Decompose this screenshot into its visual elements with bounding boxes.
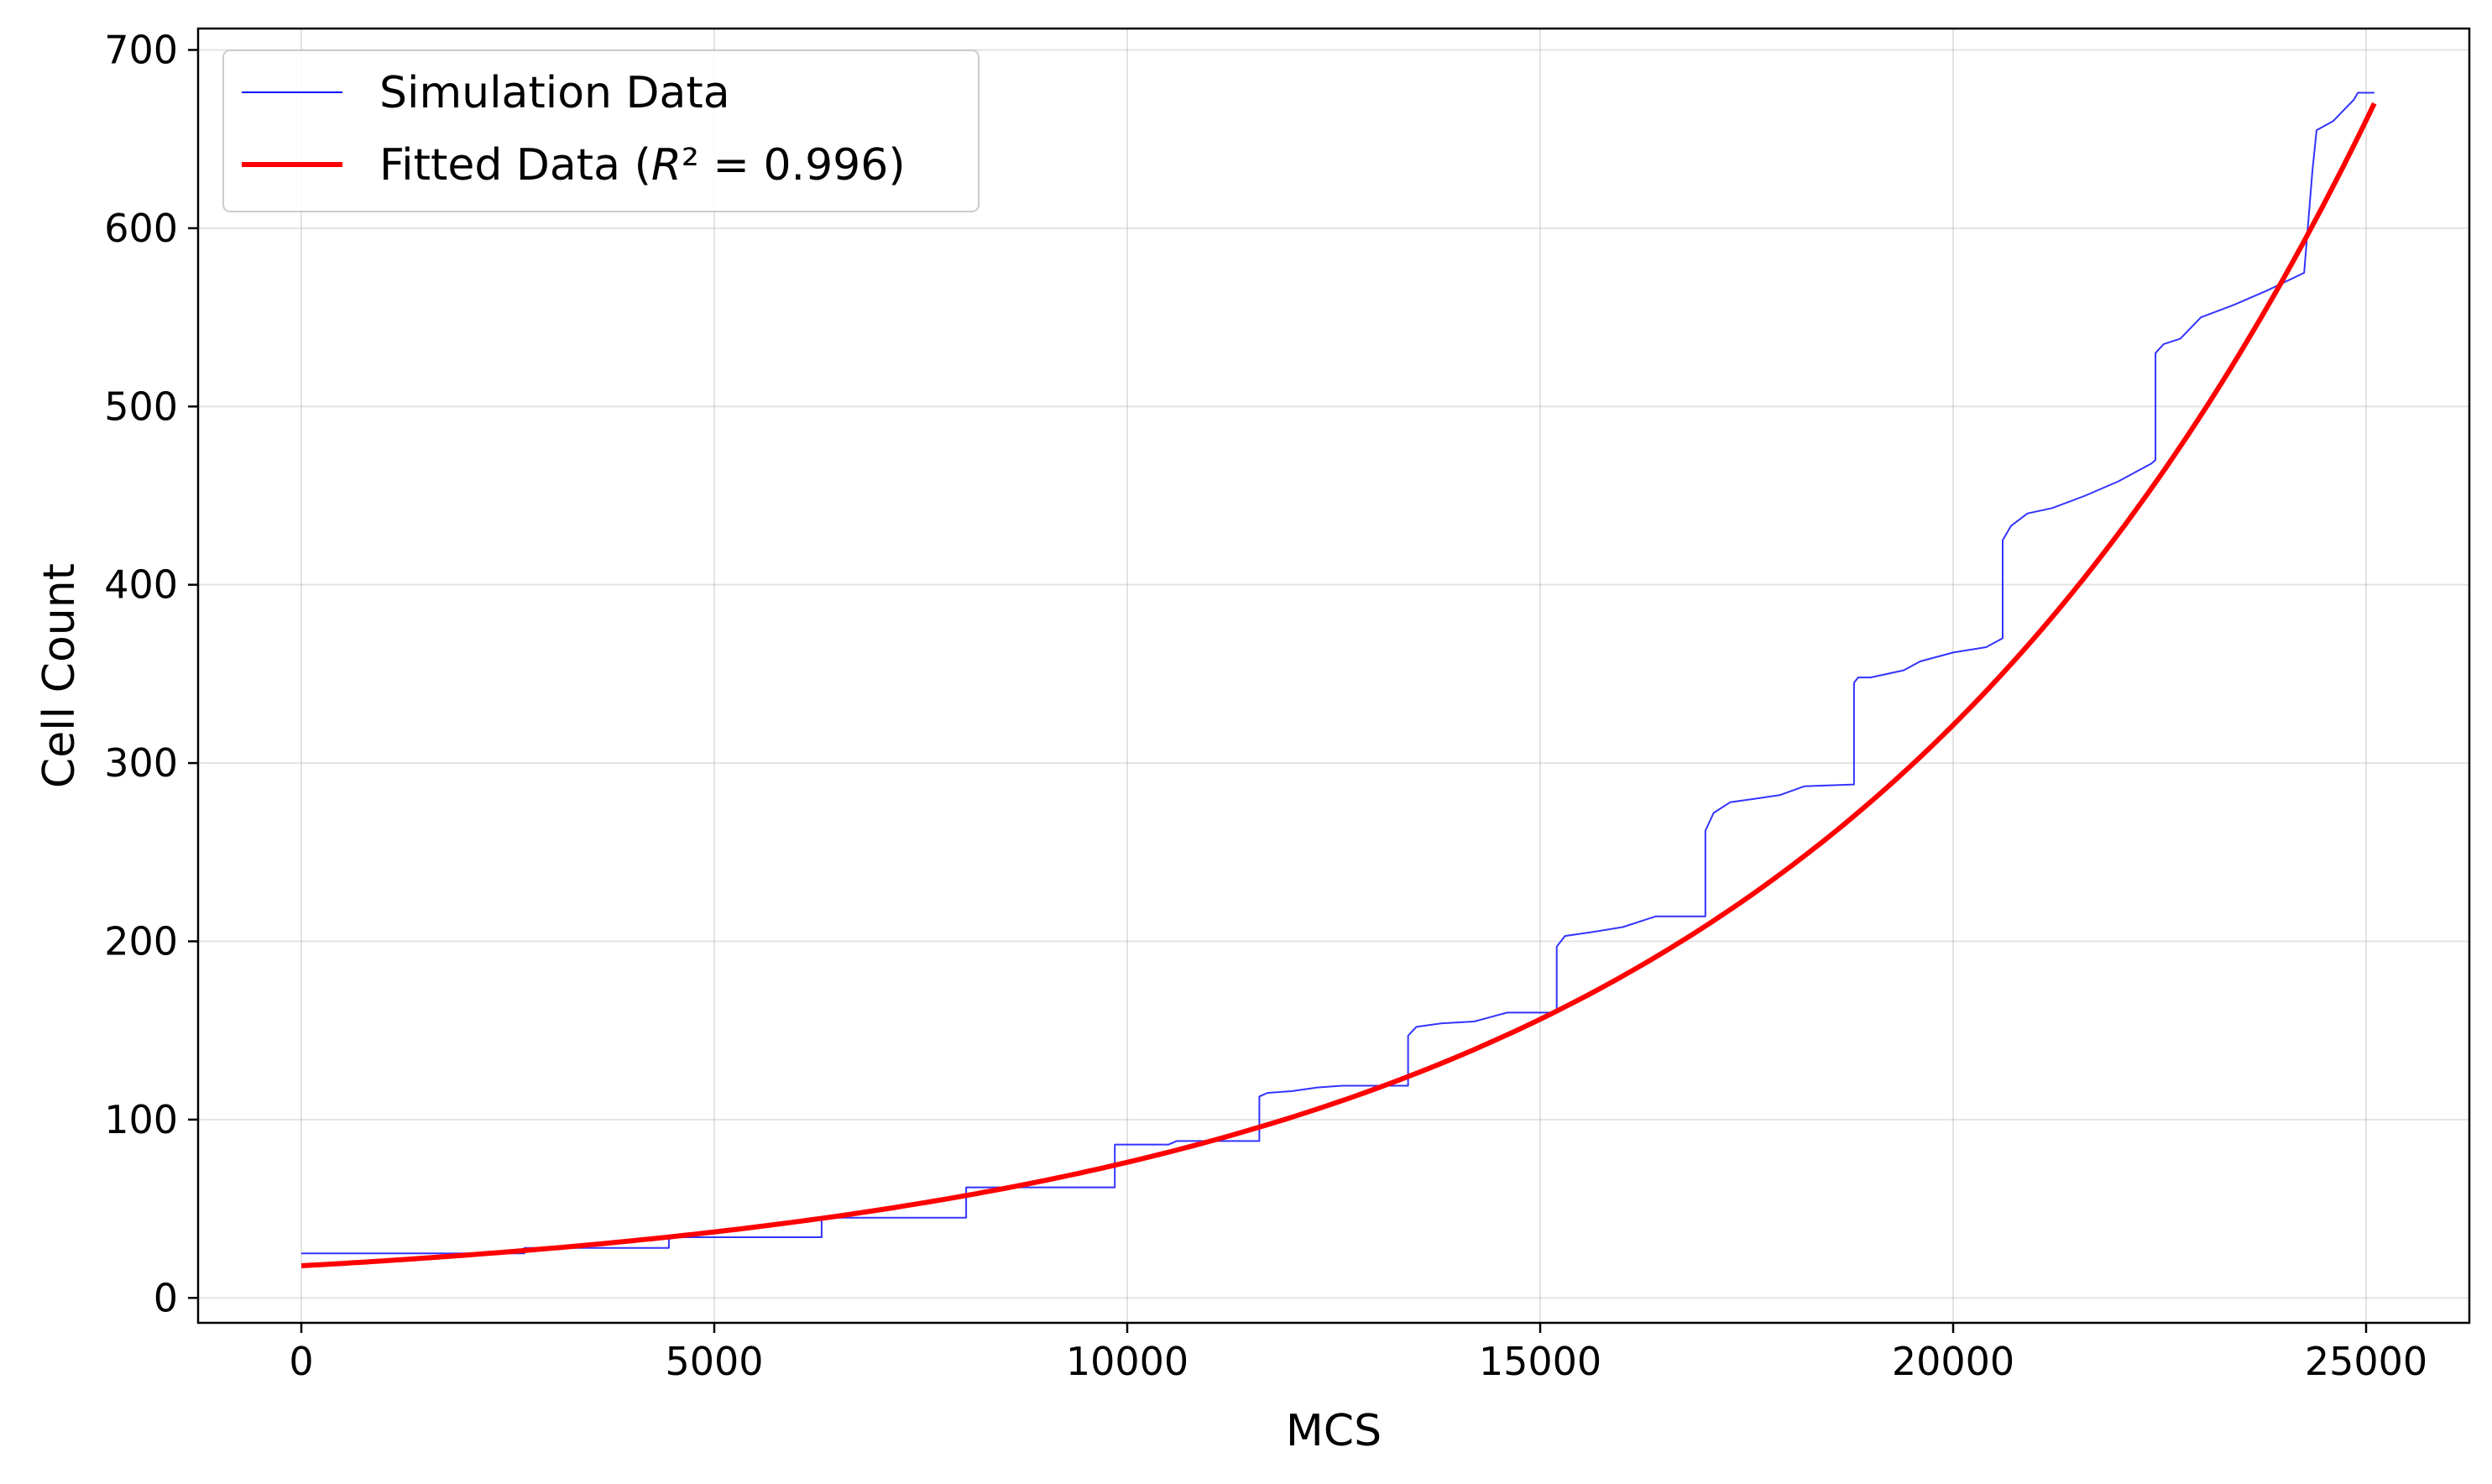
series-simulation-line <box>301 91 2374 1255</box>
legend-box <box>222 50 980 212</box>
y-tick-label: 600 <box>104 206 178 251</box>
y-tick-label: 500 <box>104 384 178 429</box>
y-tick-label: 300 <box>104 740 178 786</box>
x-tick-label: 20000 <box>1892 1339 2014 1384</box>
legend: Simulation Data Fitted Data (R² = 0.996) <box>222 50 980 212</box>
y-tick-label: 0 <box>154 1275 178 1320</box>
y-tick-label: 100 <box>104 1097 178 1142</box>
y-tick-label: 400 <box>104 562 178 608</box>
x-tick-label: 25000 <box>2305 1339 2427 1384</box>
x-tick-label: 0 <box>289 1339 313 1384</box>
legend-label-fitted-prefix: Fitted Data ( <box>379 140 651 191</box>
y-tick-label: 200 <box>104 918 178 964</box>
x-tick-label: 5000 <box>665 1339 763 1384</box>
plot-frame <box>196 27 2471 1325</box>
axis-ticks: 0 5000 10000 15000 20000 25000 0 100 200 300 400 50… <box>104 27 2427 1384</box>
y-tick-label: 700 <box>104 27 178 72</box>
x-tick-label: 10000 <box>1066 1339 1189 1384</box>
legend-label-fitted-suffix: ² = 0.996) <box>682 140 906 191</box>
y-axis-label: Cell Count <box>34 563 85 788</box>
x-axis-label: MCS <box>1286 1406 1382 1456</box>
x-tick-label: 15000 <box>1479 1339 1601 1384</box>
series-fitted-curve <box>300 102 2377 1268</box>
legend-label-fitted-r: R <box>651 140 682 191</box>
series-layer <box>300 91 2377 1268</box>
grid-lines <box>198 29 2469 1323</box>
legend-label-fitted: Fitted Data (R² = 0.996) <box>379 140 906 191</box>
legend-label-simulation: Simulation Data <box>379 68 730 118</box>
